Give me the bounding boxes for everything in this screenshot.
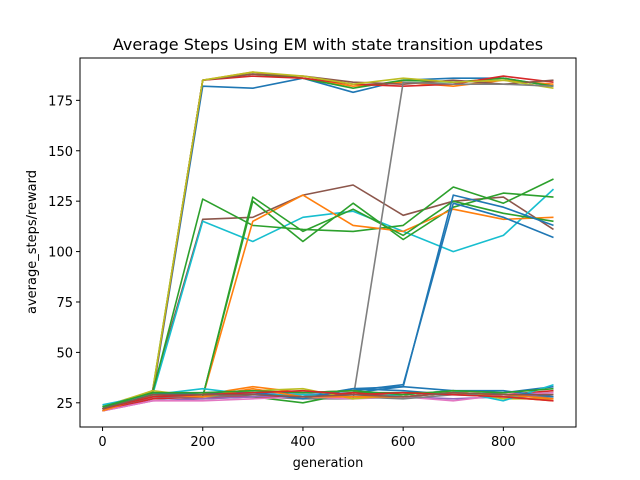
y-axis-label: average_steps/reward	[25, 170, 40, 314]
x-tick-label: 400	[291, 435, 316, 450]
series-line-21	[102, 391, 554, 412]
x-tick-label: 200	[190, 435, 215, 450]
series-line-27	[102, 387, 554, 408]
y-tick-label: 75	[56, 296, 73, 311]
x-tick-label: 600	[391, 435, 416, 450]
x-tick-label: 0	[98, 435, 106, 450]
plot-frame	[79, 57, 577, 428]
y-tick-label: 25	[56, 397, 73, 412]
chart-title: Average Steps Using EM with state transi…	[113, 35, 543, 54]
y-tick-label: 100	[48, 246, 73, 261]
series-line-25	[102, 385, 554, 410]
series-line-7	[102, 184, 554, 410]
plot-area	[102, 71, 555, 412]
series-layer	[102, 71, 555, 412]
y-axis: 25 50 75 100 125 150 175	[48, 94, 80, 412]
y-tick-label: 150	[48, 145, 73, 160]
x-axis: 0 200 400 600 800	[98, 427, 516, 450]
series-line-8	[102, 188, 555, 410]
x-tick-label: 800	[491, 435, 516, 450]
series-line-28	[102, 389, 554, 410]
series-line-6	[102, 71, 554, 412]
y-tick-label: 50	[56, 346, 73, 361]
x-axis-label: generation	[293, 456, 364, 471]
series-line-29	[102, 391, 554, 410]
y-tick-label: 175	[48, 94, 73, 109]
series-line-9	[102, 178, 554, 408]
y-tick-label: 125	[48, 195, 73, 210]
